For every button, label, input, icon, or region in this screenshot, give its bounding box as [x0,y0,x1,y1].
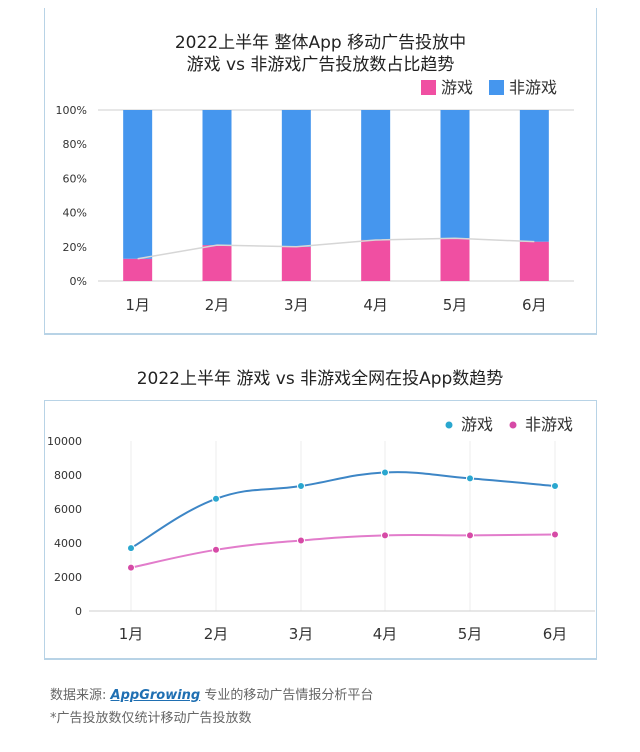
x-tick-label: 4月 [363,296,388,314]
x-tick-label: 5月 [458,625,483,643]
x-tick-label: 1月 [125,296,150,314]
x-tick-label: 6月 [543,625,568,643]
y-tick-label: 4000 [54,537,82,550]
legend-label: 游戏 [461,415,493,434]
data-point [466,474,474,483]
y-tick-label: 0% [70,275,87,288]
bar-nongame [123,110,153,259]
footnote: *广告投放数仅统计移动广告投放数 [50,711,252,726]
source-brand-link[interactable]: AppGrowing [110,688,201,703]
x-tick-label: 5月 [443,296,468,314]
line-chart: 0 2000 4000 6000 8000 10000 1月 2月 3月 4月 5月 6月 游戏 非游戏 [47,415,595,643]
legend-label: 非游戏 [509,78,557,97]
series-line-nongame [130,533,556,569]
x-tick-label: 3月 [284,296,309,314]
chart-panel-trend: 0 2000 4000 6000 8000 10000 1月 2月 3月 4月 5月 6月 游戏 非游戏 [44,400,597,660]
y-tick-label: 2000 [54,571,82,584]
bar-nongame [281,110,311,247]
data-point [127,544,135,553]
bar-nongame [202,110,232,246]
source-prefix: 数据来源: [50,688,111,703]
bar-nongame [440,110,470,239]
data-point [551,482,559,491]
y-tick-label: 6000 [54,503,82,516]
x-tick-label: 6月 [522,296,547,314]
data-point [297,482,305,491]
x-tick-label: 2月 [204,625,229,643]
legend-label: 游戏 [441,78,473,97]
source-suffix: 专业的移动广告情报分析平台 [200,688,374,703]
data-point [466,531,474,540]
data-point [551,530,559,539]
game-share-trend-line [137,237,535,260]
bar-nongame [519,110,549,242]
chart1-title-line1: 2022上半年 整体App 移动广告投放中 [174,33,467,53]
chart-panel-share: 2022上半年 整体App 移动广告投放中 游戏 vs 非游戏广告投放数占比趋势… [44,8,597,335]
bar-game [123,258,153,281]
bar-game [361,239,391,281]
x-tick-label: 1月 [119,625,144,643]
y-tick-label: 10000 [47,435,82,448]
x-tick-label: 4月 [373,625,398,643]
bar-nongame [361,110,391,240]
y-tick-label: 8000 [54,469,82,482]
y-tick-label: 40% [63,207,87,220]
legend-label: 非游戏 [525,415,573,434]
chart1-title-line2: 游戏 vs 非游戏广告投放数占比趋势 [186,55,455,75]
y-tick-label: 0 [75,605,82,618]
y-tick-label: 20% [63,241,87,254]
x-tick-label: 2月 [205,296,230,314]
x-tick-label: 3月 [289,625,314,643]
y-tick-label: 100% [56,104,87,117]
legend-marker [509,421,517,429]
legend-marker [445,421,453,429]
data-point [381,531,389,540]
bar-game [202,245,232,281]
bar-game [519,241,549,281]
data-point [212,494,220,503]
bar-game [281,246,311,281]
legend-swatch [489,80,504,95]
data-point [212,545,220,554]
data-point [127,563,135,572]
y-tick-label: 80% [63,138,87,151]
y-tick-label: 60% [63,172,87,185]
series-line-game [130,471,556,549]
stacked-bar-chart: 0% 20% 40% 60% 80% 100% 1月 2月 3月 4月 5月 6月 游戏 非游戏 [56,78,574,314]
bar-game [440,238,470,281]
chart2-title: 2022上半年 游戏 vs 非游戏全网在投App数趋势 [136,369,504,389]
source-note: 数据来源: AppGrowing 专业的移动广告情报分析平台 [50,684,373,703]
data-point [381,468,389,477]
data-point [297,536,305,545]
legend-swatch [421,80,436,95]
